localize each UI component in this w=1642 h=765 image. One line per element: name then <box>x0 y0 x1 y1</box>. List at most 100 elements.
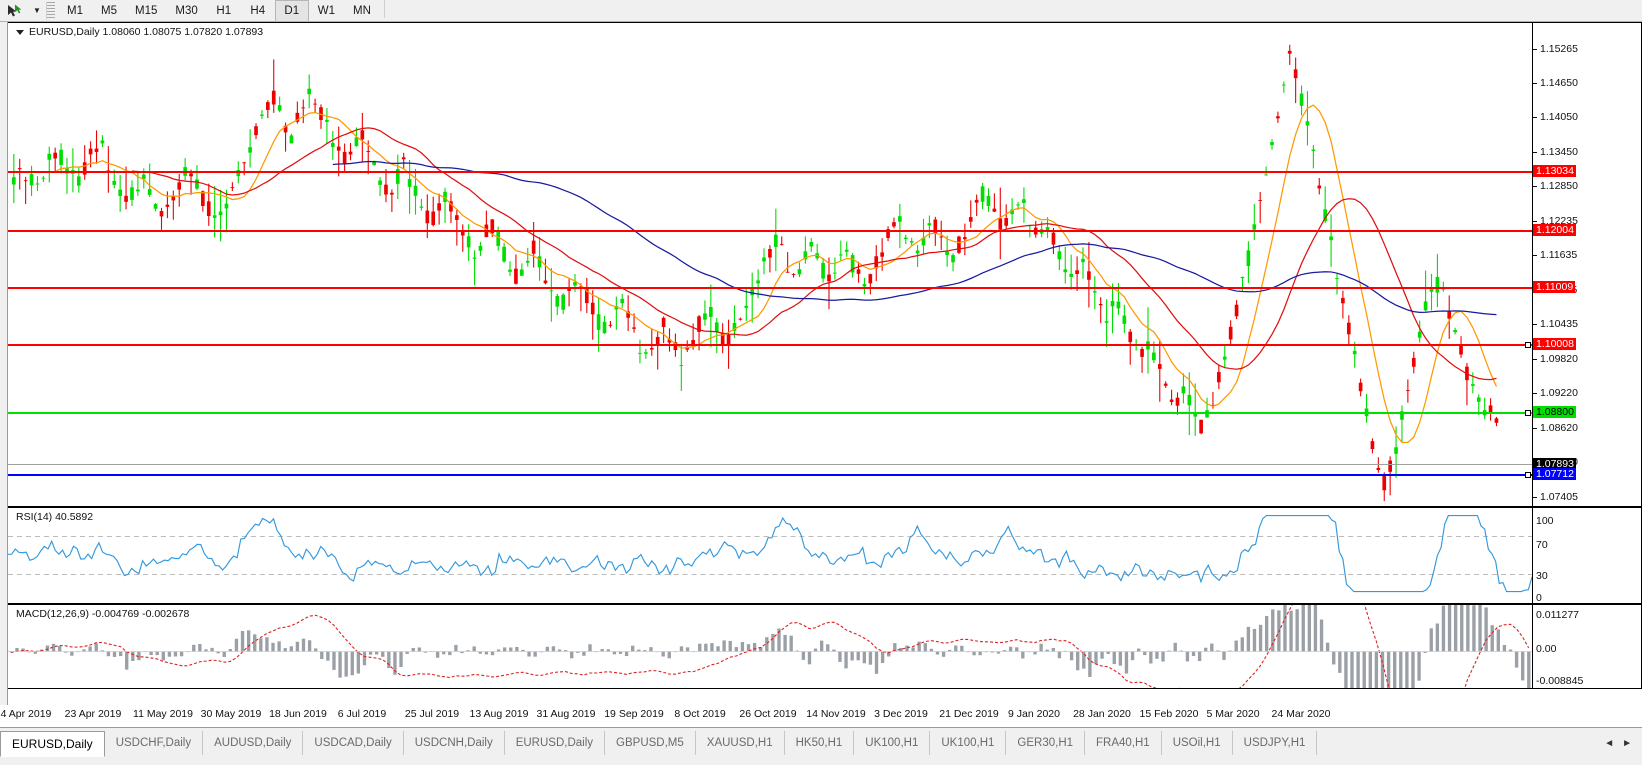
collapse-caret-icon[interactable] <box>16 29 24 35</box>
chart-tab-usdcnh-daily-4[interactable]: USDCNH,Daily <box>404 731 505 755</box>
rsi-axis-tick: 0 <box>1536 592 1542 604</box>
left-scale-rail[interactable] <box>0 22 8 705</box>
timeframe-d1[interactable]: D1 <box>274 0 309 22</box>
time-axis-tick: 13 Aug 2019 <box>469 708 529 720</box>
chart-tab-usoil-h1-13[interactable]: USOil,H1 <box>1162 731 1233 755</box>
time-axis-tick: 21 Dec 2019 <box>939 708 999 720</box>
time-axis-tick: 4 Apr 2019 <box>0 708 52 720</box>
time-axis-tick: 26 Oct 2019 <box>739 708 797 720</box>
macd-plot-area[interactable] <box>8 605 1532 688</box>
timeframe-m5[interactable]: M5 <box>101 4 117 17</box>
level-badge-1.11009[interactable]: 1.11009 <box>1533 281 1576 293</box>
rsi-axis-tick: 30 <box>1536 570 1548 582</box>
price-axis-tick: 1.07405 <box>1533 492 1578 503</box>
chart-tab-usdjpy-h1-14[interactable]: USDJPY,H1 <box>1233 731 1318 755</box>
chart-tab-gbpusd-m5-6[interactable]: GBPUSD,M5 <box>605 731 696 755</box>
time-axis-tick: 18 Jun 2019 <box>269 708 327 720</box>
chart-tab-uk100-h1-9[interactable]: UK100,H1 <box>854 731 931 755</box>
price-axis-tick: 1.11635 <box>1533 250 1577 261</box>
macd-axis: 0.011277 0.00 -0.008845 <box>1532 605 1641 688</box>
time-axis-tick: 30 May 2019 <box>200 708 262 720</box>
rsi-axis-tick: 100 <box>1536 515 1554 527</box>
macd-pane[interactable]: 0.011277 0.00 -0.008845 MACD(12,26,9) -0.0… <box>8 604 1642 689</box>
price-pane[interactable]: 1.15265 1.14650 1.14050 1.13450 1.12850 1.122… <box>8 22 1642 507</box>
chart-tab-eurusd-daily-0[interactable]: EURUSD,Daily <box>0 731 105 757</box>
timeframe-m15[interactable]: M15 <box>135 4 158 17</box>
timeframe-group: M1 M5 M15 M30 H1 H4 D1 W1 MN <box>58 0 389 22</box>
price-plot-area[interactable] <box>8 23 1532 506</box>
chart-tab-eurusd-daily-5[interactable]: EURUSD,Daily <box>505 731 606 755</box>
timeframe-mn[interactable]: MN <box>353 4 371 17</box>
chart-tab-xauusd-h1-7[interactable]: XAUUSD,H1 <box>696 731 785 755</box>
time-axis-tick: 11 May 2019 <box>133 708 193 720</box>
cursor-crosshair-icon[interactable] <box>0 1 30 21</box>
price-pane-legend: EURUSD,Daily 1.08060 1.08075 1.07820 1.0… <box>16 26 263 38</box>
chevron-left-icon[interactable]: ◄ <box>1604 737 1615 749</box>
level-line-1.13034[interactable] <box>8 171 1532 173</box>
chart-tab-usdchf-daily-1[interactable]: USDCHF,Daily <box>105 731 204 755</box>
price-axis[interactable]: 1.15265 1.14650 1.14050 1.13450 1.12850 1.122… <box>1532 23 1641 506</box>
chart-tab-hk50-h1-8[interactable]: HK50,H1 <box>785 731 855 755</box>
price-legend-text: EURUSD,Daily 1.08060 1.08075 1.07820 1.0… <box>29 26 264 38</box>
timeframe-h1[interactable]: H1 <box>216 4 232 17</box>
level-drag-handle[interactable] <box>1525 410 1531 416</box>
macd-axis-tick: 0.011277 <box>1536 609 1580 621</box>
timeframe-h4[interactable]: H4 <box>250 4 266 17</box>
price-axis-tick: 1.15265 <box>1533 44 1578 55</box>
chart-tab-ger30-h1-11[interactable]: GER30,H1 <box>1006 731 1086 755</box>
timeframe-w1[interactable]: W1 <box>317 4 335 17</box>
level-line-1.07712[interactable] <box>8 472 1532 478</box>
chart-frame: 1.15265 1.14650 1.14050 1.13450 1.12850 1.122… <box>0 22 1642 705</box>
time-axis-tick: 25 Jul 2019 <box>404 708 460 720</box>
chart-tab-audusd-daily-2[interactable]: AUDUSD,Daily <box>203 731 304 755</box>
time-axis-tick: 9 Jan 2020 <box>1008 708 1060 720</box>
time-axis-tick: 31 Aug 2019 <box>536 708 596 720</box>
current-price-badge: 1.07893 <box>1533 458 1576 470</box>
level-badge-1.08800[interactable]: 1.08800 <box>1533 406 1576 418</box>
chart-tab-bar: EURUSD,Daily USDCHF,Daily AUDUSD,Daily USDC… <box>0 727 1642 765</box>
price-axis-tick: 1.09820 <box>1533 354 1578 365</box>
time-axis-tick: 15 Feb 2020 <box>1139 708 1199 720</box>
rsi-plot-area[interactable] <box>8 508 1532 603</box>
level-badge-1.12004[interactable]: 1.12004 <box>1533 224 1576 236</box>
chevron-right-icon[interactable]: ► <box>1622 737 1632 749</box>
level-badge-1.10008[interactable]: 1.10008 <box>1533 338 1576 350</box>
level-line-1.10008[interactable] <box>8 342 1532 348</box>
level-line-1.11009[interactable] <box>8 287 1532 289</box>
chart-tab-usdcad-daily-3[interactable]: USDCAD,Daily <box>303 731 404 755</box>
level-badge-1.13034[interactable]: 1.13034 <box>1533 165 1576 177</box>
toolbar-grip[interactable] <box>46 1 55 20</box>
rsi-series <box>8 515 1532 593</box>
level-badge-1.07712[interactable]: 1.07712 <box>1533 468 1576 480</box>
level-drag-handle[interactable] <box>1525 342 1531 348</box>
time-axis-tick: 14 Nov 2019 <box>806 708 866 720</box>
price-axis-tick: 1.09220 <box>1533 388 1578 399</box>
level-drag-handle[interactable] <box>1525 472 1531 478</box>
price-axis-tick: 1.12850 <box>1533 181 1578 192</box>
time-axis-tick: 19 Sep 2019 <box>604 708 664 720</box>
timeframe-m30[interactable]: M30 <box>175 4 198 17</box>
rsi-axis-tick: 70 <box>1536 539 1548 551</box>
time-axis-tick: 23 Apr 2019 <box>64 708 122 720</box>
timeframe-m1[interactable]: M1 <box>67 4 83 17</box>
time-axis-tick: 8 Oct 2019 <box>674 708 726 720</box>
top-toolbar: ▼ M1 M5 M15 M30 H1 H4 D1 W1 MN <box>0 0 1642 22</box>
candlestick-series <box>11 44 1499 502</box>
level-line-1.07893[interactable] <box>8 464 1532 465</box>
level-line-1.08800[interactable] <box>8 410 1532 416</box>
rsi-pane-legend: RSI(14) 40.5892 <box>16 511 94 523</box>
price-axis-tick: 1.10435 <box>1533 319 1578 330</box>
price-axis-tick: 1.14650 <box>1533 78 1578 89</box>
chart-tab-uk100-h1-10[interactable]: UK100,H1 <box>930 731 1007 755</box>
chevron-down-icon[interactable]: ▼ <box>33 6 41 15</box>
macd-series <box>8 605 1532 688</box>
time-axis-tick: 24 Mar 2020 <box>1271 708 1331 720</box>
price-axis-tick: 1.14050 <box>1533 112 1578 123</box>
time-axis[interactable]: 4 Apr 2019 23 Apr 2019 11 May 2019 30 May 2… <box>0 705 1642 727</box>
level-line-1.12004[interactable] <box>8 230 1532 232</box>
price-axis-tick: 1.13450 <box>1533 147 1578 158</box>
chart-tab-fra40-h1-12[interactable]: FRA40,H1 <box>1085 731 1162 755</box>
rsi-axis: 100 70 30 0 <box>1532 508 1641 603</box>
rsi-pane[interactable]: 100 70 30 0 RSI(14) 40.5892 <box>8 507 1642 604</box>
